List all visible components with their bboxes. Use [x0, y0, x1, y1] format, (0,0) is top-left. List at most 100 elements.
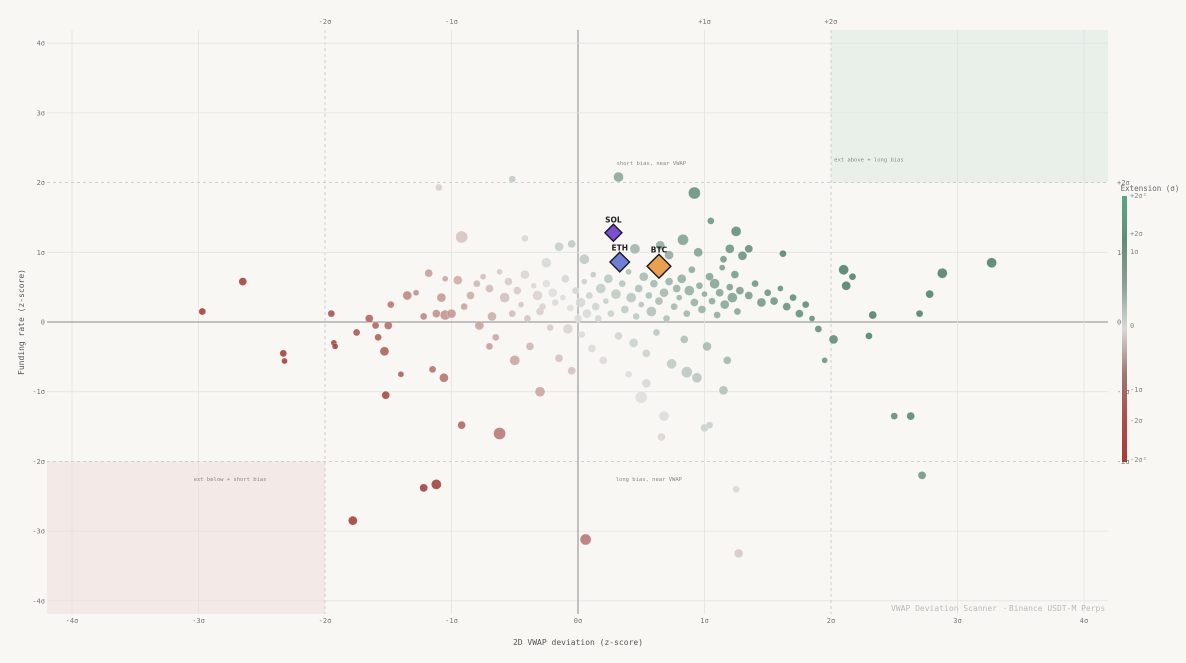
data-point — [613, 171, 624, 183]
data-point — [659, 287, 669, 298]
y-tick-label: 3σ — [37, 109, 45, 117]
data-point — [675, 294, 683, 301]
data-point — [446, 308, 457, 319]
data-point — [352, 328, 361, 337]
data-point — [603, 274, 614, 284]
data-point — [238, 277, 248, 286]
points-layer — [198, 171, 997, 559]
data-point — [441, 275, 449, 283]
top-tick-label: -1σ — [445, 18, 458, 26]
data-point — [707, 217, 715, 225]
data-point — [715, 288, 724, 297]
data-point — [520, 269, 530, 280]
highlight-eth — [608, 251, 631, 273]
data-point — [814, 325, 823, 333]
y-tick-label: -3σ — [32, 528, 45, 536]
data-point — [789, 293, 797, 302]
highlight-label-eth: ETH — [611, 243, 628, 252]
data-point — [614, 331, 623, 341]
data-point — [479, 273, 487, 280]
right-tick-label: +2σ — [1117, 179, 1130, 187]
data-point — [371, 321, 380, 330]
data-point — [460, 302, 468, 311]
data-point — [705, 421, 714, 429]
colorbar-label: +2σ² — [1130, 192, 1147, 200]
zone-label-0: ext above + long bias — [834, 158, 904, 164]
data-point — [508, 309, 516, 318]
data-point — [279, 349, 288, 358]
data-point — [381, 390, 390, 400]
y-tick-label: -1σ — [32, 388, 45, 396]
data-point — [652, 328, 661, 337]
data-point — [808, 315, 816, 322]
grid-layer — [47, 30, 1108, 614]
zone-label-layer: ext above + long bias ext below + short b… — [194, 158, 904, 483]
data-point — [542, 279, 551, 288]
data-point — [439, 373, 449, 383]
data-point — [625, 268, 632, 276]
data-point — [732, 485, 740, 494]
data-point — [688, 265, 696, 274]
data-point — [402, 290, 412, 301]
x-tick-label: -2σ — [319, 617, 332, 625]
data-point — [551, 298, 559, 307]
data-point — [419, 483, 428, 493]
data-point — [713, 311, 721, 319]
data-point — [672, 284, 681, 293]
data-point — [431, 479, 442, 490]
data-point — [566, 304, 575, 312]
data-point — [513, 286, 522, 295]
data-point — [634, 284, 643, 293]
colorbar-label: -1σ — [1130, 386, 1143, 394]
data-point — [628, 338, 639, 348]
data-point — [397, 371, 405, 378]
y-tick-label: -2σ — [32, 458, 45, 466]
data-point — [705, 272, 714, 281]
data-point — [683, 309, 691, 318]
data-point — [744, 244, 754, 254]
data-point — [701, 290, 708, 298]
y-axis-title: Funding rate (z-score) — [17, 269, 26, 375]
data-point — [436, 292, 447, 303]
data-point — [733, 548, 744, 559]
data-point — [582, 308, 592, 319]
watermark-left: VWAP Deviation Scanner — [891, 604, 997, 613]
watermark-right: Binance USDT-M Perps — [1009, 604, 1106, 613]
data-point — [485, 342, 494, 351]
data-point — [868, 310, 877, 320]
data-point — [493, 427, 506, 440]
data-point — [379, 346, 390, 357]
highlight-label-sol: SOL — [605, 215, 622, 224]
data-point — [632, 312, 640, 321]
data-point — [618, 279, 627, 288]
data-point — [374, 333, 382, 342]
data-point — [547, 287, 558, 298]
data-point — [578, 330, 586, 339]
data-point — [677, 234, 689, 246]
data-point — [517, 301, 525, 308]
top-tick-label: +2σ — [825, 18, 838, 26]
y-tick-label: -4σ — [32, 597, 45, 605]
data-point — [925, 289, 934, 299]
data-point — [575, 297, 586, 308]
data-point — [474, 320, 485, 331]
y-tick-label: 2σ — [37, 179, 45, 187]
data-point — [666, 358, 677, 370]
colorbar-label: 1σ — [1130, 248, 1138, 256]
data-point — [795, 309, 804, 318]
data-point — [348, 515, 358, 526]
data-point — [620, 305, 630, 314]
top-tick-label: +1σ — [698, 18, 711, 26]
data-point — [646, 306, 657, 317]
data-point — [567, 366, 576, 376]
data-point — [641, 378, 652, 389]
data-point — [751, 279, 759, 288]
data-point — [331, 343, 339, 350]
data-point — [719, 255, 728, 264]
watermark: VWAP Deviation Scanner · Binance USDT-M … — [891, 604, 1105, 613]
data-point — [801, 300, 810, 309]
data-point — [658, 410, 670, 422]
data-point — [709, 278, 720, 289]
data-point — [521, 234, 529, 243]
